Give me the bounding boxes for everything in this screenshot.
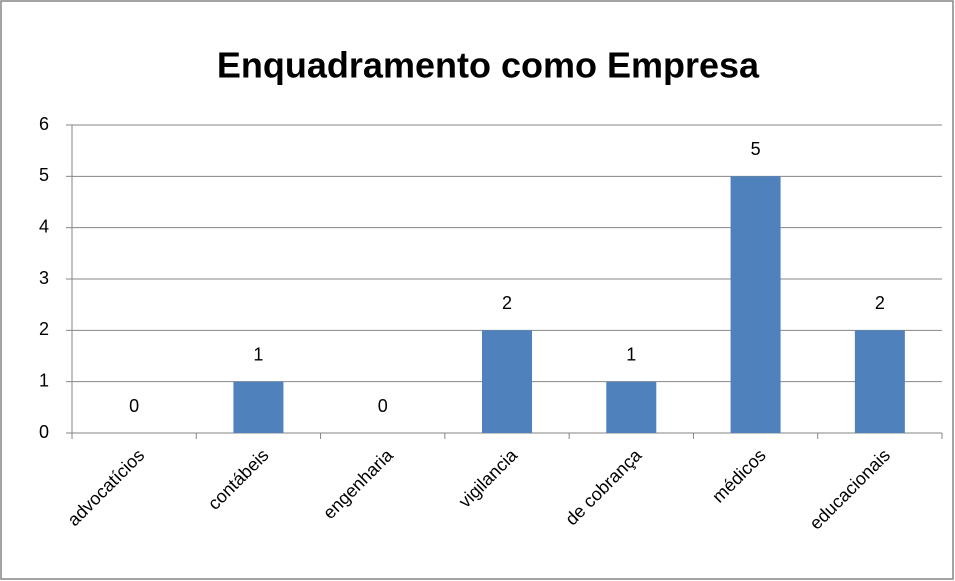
y-tick-label: 4 bbox=[39, 216, 49, 236]
bar bbox=[233, 381, 284, 433]
bar bbox=[854, 330, 905, 433]
data-label: 1 bbox=[626, 344, 636, 364]
data-label: 1 bbox=[253, 344, 263, 364]
chart-title: Enquadramento como Empresa bbox=[217, 45, 760, 86]
data-label: 0 bbox=[129, 396, 139, 416]
y-tick-label: 2 bbox=[39, 319, 49, 339]
bar bbox=[482, 330, 532, 433]
y-tick-label: 6 bbox=[39, 114, 49, 134]
y-tick-label: 5 bbox=[39, 165, 49, 185]
data-label: 2 bbox=[502, 293, 512, 313]
data-label: 0 bbox=[378, 396, 388, 416]
bar bbox=[730, 176, 781, 434]
y-tick-label: 0 bbox=[39, 422, 49, 442]
y-tick-label: 3 bbox=[39, 268, 49, 288]
y-tick-label: 1 bbox=[39, 370, 49, 390]
data-label: 2 bbox=[875, 293, 885, 313]
bar bbox=[606, 381, 657, 433]
data-label: 5 bbox=[751, 139, 761, 159]
